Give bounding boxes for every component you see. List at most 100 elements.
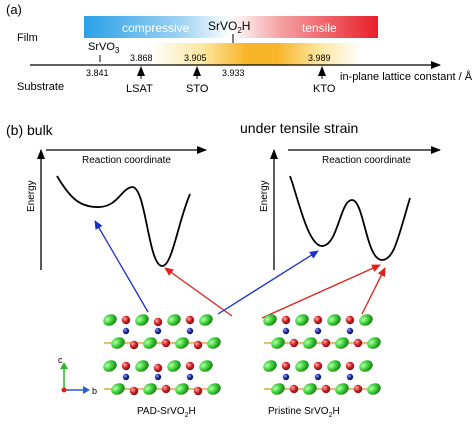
right-energy-label: Energy (259, 180, 270, 212)
panel-b-label: (b) bulk (6, 122, 54, 138)
substrate-label: Substrate (17, 81, 64, 93)
substrate-name: LSAT (126, 83, 153, 95)
axis-origin (61, 387, 67, 393)
sr-atom (207, 337, 221, 349)
o-atom (121, 315, 131, 325)
sr-atom (367, 337, 381, 349)
left-energy-curve (56, 175, 191, 267)
lattice-axis-label: in-plane lattice constant / Å (340, 70, 473, 83)
strain-gradient-bar (84, 16, 378, 38)
o-atom (185, 315, 195, 325)
sr-atom (271, 337, 285, 349)
left-reaction-label: Reaction coordinate (82, 155, 171, 166)
tick-value: 3.868 (130, 53, 153, 63)
axis-c-label: c (58, 355, 63, 365)
substrate-name: KTO (313, 83, 336, 95)
film-label: Film (17, 32, 38, 44)
o-atom (281, 361, 291, 371)
sr-atom (335, 383, 349, 395)
o-atom (153, 363, 163, 373)
v-atom (154, 373, 162, 381)
v-atom (122, 327, 130, 335)
sr-atom (335, 337, 349, 349)
pad-to-bulk-arrow (94, 220, 149, 313)
v-atom (186, 373, 194, 381)
pristine-crystal-label: Pristine SrVO2H (268, 406, 340, 419)
o-atom (345, 315, 355, 325)
srvo3-label: SrVO3 (88, 41, 120, 55)
o-atom (161, 338, 171, 348)
pad-srvo2h-crystal (103, 314, 221, 396)
sr-atom (303, 337, 317, 349)
panel-a-label: (a) (6, 2, 22, 17)
pristine-to-strain-arrow (261, 264, 381, 319)
sr-atom (167, 360, 181, 372)
axis-b-label: b (92, 386, 97, 396)
sr-atom (175, 337, 189, 349)
o-atom (313, 361, 323, 371)
right-energy-curve (289, 175, 411, 261)
o-atom (353, 384, 363, 394)
sr-atom (111, 383, 125, 395)
sr-atom (167, 314, 181, 326)
sr-atom (111, 337, 125, 349)
o-atom (193, 386, 203, 396)
v-atom (154, 327, 162, 335)
sr-atom (175, 383, 189, 395)
c-axis-arrowhead (60, 362, 68, 369)
sr-atom (199, 314, 213, 326)
film-compound-label: SrVO2H (208, 19, 250, 35)
sr-atom (271, 383, 285, 395)
sr-atom (295, 314, 309, 326)
tensile-strain-title: under tensile strain (240, 120, 358, 136)
sr-atom (359, 314, 373, 326)
sr-atom (367, 383, 381, 395)
sr-atom (143, 383, 157, 395)
tensile-label: tensile (302, 21, 337, 35)
sr-atom (295, 360, 309, 372)
pristine-srvo2h-crystal (263, 314, 381, 395)
sr-atom (135, 314, 149, 326)
right-reaction-label: Reaction coordinate (322, 155, 411, 166)
o-atom (153, 317, 163, 327)
b-axis-arrowhead (83, 386, 90, 394)
substrate-name: STO (186, 83, 209, 95)
sr-atom (199, 360, 213, 372)
pristine-strain-arrow (361, 267, 386, 315)
o-atom (121, 361, 131, 371)
pad-to-strain-arrow (217, 250, 319, 315)
o-atom (161, 384, 171, 394)
substrate-gradient-band (150, 43, 362, 65)
pristine-to-bulk-arrow (164, 267, 233, 317)
o-atom (289, 338, 299, 348)
sr-atom (303, 383, 317, 395)
v-atom (282, 373, 290, 381)
o-atom (289, 384, 299, 394)
sr-atom (143, 337, 157, 349)
sr-atom (263, 314, 277, 326)
o-atom (193, 340, 203, 350)
left-energy-label: Energy (26, 180, 37, 212)
v-atom (122, 373, 130, 381)
sr-atom (327, 360, 341, 372)
tick-value: 3.933 (222, 68, 245, 78)
sr-atom (207, 383, 221, 395)
pad-crystal-label: PAD-SrVO2H (137, 406, 196, 419)
sr-atom (103, 314, 117, 326)
v-atom (346, 327, 354, 335)
tick-value: 3.841 (86, 68, 109, 78)
o-atom (353, 338, 363, 348)
o-atom (321, 338, 331, 348)
compressive-label: compressive (122, 21, 190, 35)
o-atom (281, 315, 291, 325)
v-atom (346, 373, 354, 381)
o-atom (321, 384, 331, 394)
tick-value: 3.989 (308, 53, 331, 63)
o-atom (129, 340, 139, 350)
v-atom (282, 327, 290, 335)
sr-atom (263, 360, 277, 372)
sr-atom (359, 360, 373, 372)
o-atom (345, 361, 355, 371)
v-atom (186, 327, 194, 335)
